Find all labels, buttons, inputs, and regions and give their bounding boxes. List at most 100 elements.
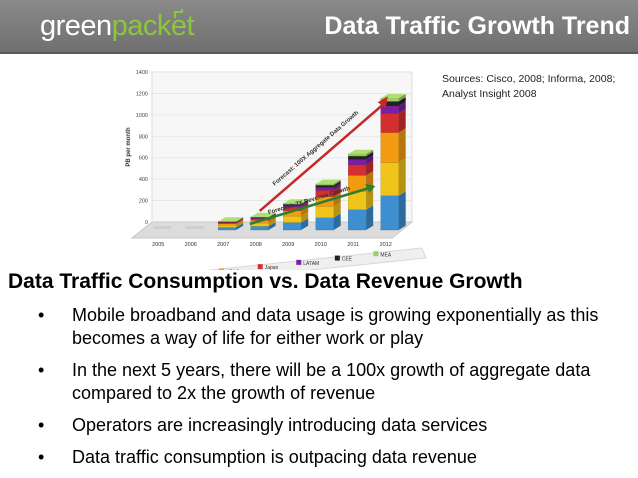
bar-top (348, 149, 374, 154)
y-tick-label: 1000 (136, 113, 148, 119)
bar-segment (315, 185, 334, 188)
bar-segment (283, 222, 302, 231)
bar-segment-side (268, 212, 276, 218)
bar-segment-side (333, 182, 341, 191)
y-axis-label: PB per month (126, 127, 132, 167)
bullet-icon: • (38, 415, 45, 435)
bar-segment (218, 223, 237, 226)
bar-segment-side (236, 217, 244, 223)
y-tick-label: 600 (139, 156, 148, 162)
y-tick-label: 1200 (136, 91, 148, 97)
logo-mark-icon (174, 9, 183, 18)
bar-segment (315, 206, 334, 218)
x-tick-label: 2012 (380, 242, 392, 248)
bar-segment-side (301, 218, 309, 230)
bullet-icon: • (38, 305, 45, 325)
data-traffic-chart: 0 200 400 600 800 1000 1200 1400 PB per month 200… (122, 60, 442, 289)
bar-segment-side (333, 186, 341, 197)
sources-note: Sources: Cisco, 2008; Informa, 2008; Ana… (442, 73, 616, 100)
bar-segment-side (333, 202, 341, 218)
bar-top (218, 217, 244, 222)
list-item: • Mobile broadband and data usage is grow… (38, 304, 628, 350)
x-tick-label: 2007 (217, 242, 229, 248)
bar-segment (315, 186, 334, 191)
bar-segment (315, 217, 334, 231)
legend-swatch (373, 251, 379, 257)
bar-segment-side (398, 158, 406, 196)
forecast-arrowhead-red (377, 96, 388, 109)
bullet-text: Data traffic consumption is outpacing da… (72, 447, 477, 467)
bar-segment (380, 105, 399, 114)
x-tick-label: 2010 (315, 242, 327, 248)
bar-segment (380, 113, 399, 133)
bar-segment-side (366, 155, 374, 165)
bar-segment-side (301, 200, 309, 206)
bar-segment (348, 153, 367, 157)
legend-swatch (257, 264, 263, 270)
bar-empty (153, 226, 172, 229)
slide-title: Data Traffic Growth Trend (324, 12, 630, 40)
bar-segment-side (366, 187, 374, 210)
x-tick-label: 2006 (185, 242, 197, 248)
bar-segment-side (301, 206, 309, 217)
list-item: • In the next 5 years, there will be a 10… (38, 359, 628, 405)
bar-top (315, 179, 341, 184)
bar-segment-side (333, 213, 341, 230)
bar-segment-side (236, 217, 244, 222)
bar-empty (185, 226, 204, 229)
bar-segment (380, 195, 399, 231)
forecast-arrow-red (258, 101, 387, 212)
bar-segment-side (366, 151, 374, 160)
bar-segment-side (398, 94, 406, 102)
y-tick-label: 1400 (136, 70, 148, 76)
y-tick-label: 0 (145, 220, 148, 226)
bar-segment-side (398, 128, 406, 163)
logo-text-prefix: green (40, 10, 112, 42)
bar-segment-side (301, 201, 309, 207)
legend-label: LATAM (303, 261, 319, 267)
legend-label: MEA (380, 252, 392, 258)
bar-segment-side (398, 109, 406, 133)
bullet-text: In the next 5 years, there will be a 100… (72, 360, 591, 403)
legend-swatch (296, 259, 302, 265)
bar-segment (218, 225, 237, 228)
bar-segment (348, 209, 367, 231)
bar-segment-side (333, 179, 341, 186)
bar-segment (218, 227, 237, 231)
slide-header: greenpacket Data Traffic Growth Trend (0, 0, 638, 54)
bar-segment-side (301, 211, 309, 223)
bullet-icon: • (38, 447, 45, 467)
bar-top (283, 199, 309, 204)
bar-segment-side (236, 219, 244, 226)
bar-segment-side (398, 101, 406, 114)
bar-segment-side (366, 160, 374, 176)
bar-segment-side (333, 181, 341, 188)
bar-segment-side (236, 223, 244, 230)
legend-label: Japan (265, 265, 279, 270)
x-tick-label: 2011 (347, 242, 359, 248)
bar-segment-side (268, 222, 276, 230)
bar-segment (218, 222, 237, 224)
section-heading: Data Traffic Consumption vs. Data Revenu… (8, 270, 523, 293)
x-tick-label: 2009 (282, 242, 294, 248)
legend-swatch (334, 255, 340, 261)
greenpacket-logo: greenpacket (40, 10, 195, 43)
x-tick-label: 2005 (152, 242, 164, 248)
y-tick-label: 800 (139, 134, 148, 140)
bar-segment-side (268, 218, 276, 227)
forecast-arrow-green (249, 186, 370, 226)
bar-segment (315, 183, 334, 186)
x-tick-label: 2008 (250, 242, 262, 248)
bullet-icon: • (38, 360, 45, 380)
bar-top (250, 212, 276, 217)
y-tick-label: 400 (139, 177, 148, 183)
y-tick-label: 200 (139, 199, 148, 205)
bar-segment (348, 155, 367, 160)
list-item: • Data traffic consumption is outpacing d… (38, 446, 628, 469)
bar-segment (380, 162, 399, 196)
legend-label: CEE (342, 257, 353, 263)
bar-segment-side (398, 191, 406, 230)
logo-text-suffix: packet (111, 10, 195, 42)
bar-segment-side (236, 218, 244, 224)
bullet-list: • Mobile broadband and data usage is grow… (38, 304, 628, 478)
